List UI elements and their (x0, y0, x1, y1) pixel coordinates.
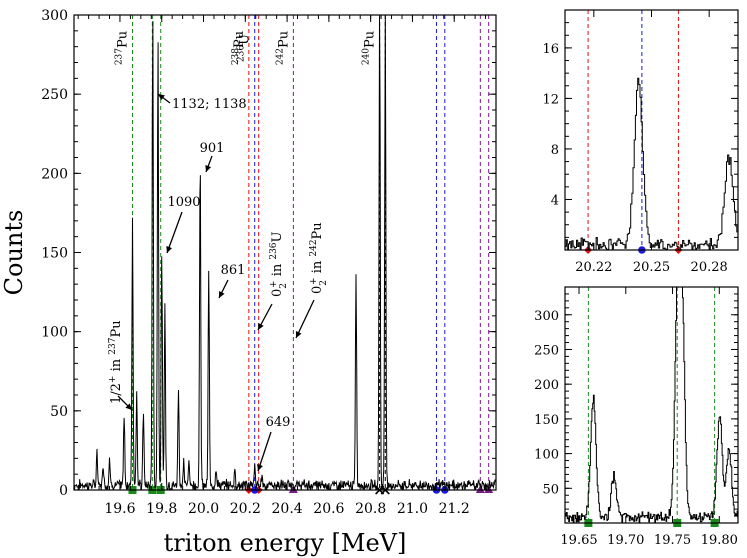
isotope-label-Pu242: 242Pu (275, 31, 291, 65)
y-tick-label: 200 (41, 166, 68, 182)
arrow-236U-head (258, 323, 264, 330)
y-tick-label: 16 (542, 42, 559, 57)
y-tick-label: 200 (534, 378, 559, 393)
annotation-1132-1138: 1132; 1138 (172, 97, 247, 112)
y-axis-label: Counts (0, 210, 28, 296)
y-tick-label: 100 (41, 325, 68, 341)
annotation-02plus-242Pu-part-4: 242 (309, 239, 319, 256)
spectrum-line (565, 287, 738, 523)
isotope-label-U236: 236U (237, 34, 253, 62)
inset-panel-bottom: 19.65 19.70 19.75 19.80 50 100 150 200 250 300 (534, 286, 739, 548)
x-tick-label: 20.4 (272, 501, 303, 517)
arrow-1090-head (166, 246, 173, 253)
arrow-half-plus-head (125, 403, 132, 410)
annotation-half-plus-237Pu-part-3: 237 (108, 337, 118, 354)
x-tick-label: 19.8 (146, 501, 177, 517)
annotation-02plus-236U: 02+ in 236U (269, 231, 289, 297)
annotation-901: 901 (200, 141, 225, 156)
arrow-1090 (166, 211, 183, 254)
isotope-mass: 236 (237, 45, 247, 62)
isotope-mass: 240 (362, 48, 372, 65)
x-tick-label: 19.80 (701, 533, 738, 548)
arrow-242Pu-head (295, 331, 302, 338)
arrow-649-head (257, 464, 263, 471)
annotation-02plus-242Pu-part-0: 0 (310, 286, 325, 294)
arrow-1132-head (158, 94, 165, 101)
isotope-mass: 237 (114, 48, 124, 65)
arrow-901-head (205, 165, 212, 172)
x-tick-label: 20.2 (230, 501, 261, 517)
annotation-02plus-242Pu: 02+ in 242Pu (309, 222, 329, 294)
y-tick-label: 150 (41, 246, 68, 262)
y-tick-label: 300 (534, 309, 559, 324)
x-tick-label: 20.0 (188, 501, 219, 517)
annotation-02plus-242Pu-part-1: 2 (319, 280, 329, 286)
x-tick-label: 20.25 (633, 260, 670, 275)
marker-Pu242-1 (475, 485, 485, 493)
y-tick-label: 250 (534, 343, 559, 358)
x-tick-label: 21.0 (397, 501, 428, 517)
x-tick-label: 20.22 (575, 260, 612, 275)
annotation-02plus-242Pu-part-3: in (310, 257, 325, 278)
x-tick-label: 19.65 (560, 533, 597, 548)
x-tick-label: 21.2 (439, 501, 470, 517)
y-tick-label: 8 (551, 143, 559, 158)
annotation-02plus-236U-part-2: + (269, 280, 279, 288)
y-tick-label: 150 (534, 413, 559, 428)
y-tick-label: 100 (534, 448, 559, 463)
y-tick-label: 250 (41, 87, 68, 103)
y-tick-label: 12 (542, 92, 559, 107)
isotope-mass: 242 (275, 48, 285, 65)
isotope-symbol: Pu (276, 31, 291, 48)
arrow-242Pu (295, 299, 315, 339)
annotation-649: 649 (266, 415, 291, 430)
x-tick-label: 20.8 (355, 501, 386, 517)
main-spectrum-panel: 19.6 19.8 20.0 20.2 20.4 20.6 20.8 21.0 21.2 0 50 1… (0, 8, 497, 557)
isotope-label-Pu238: 238Pu (231, 31, 247, 65)
y-tick-label: 300 (41, 8, 68, 24)
annotation-02plus-236U-part-5: U (270, 231, 285, 242)
x-tick-label: 20.6 (313, 501, 344, 517)
plot-frame (564, 9, 739, 251)
isotope-symbol: Pu (232, 31, 247, 48)
x-axis-label: triton energy [MeV] (164, 529, 407, 557)
isotope-mass: 238 (231, 48, 241, 65)
plot-frame (564, 286, 739, 524)
y-tick-label: 0 (59, 483, 68, 499)
spectrum-line (74, 15, 496, 490)
annotation-half-plus-237Pu-part-0: 1/2 (109, 383, 124, 404)
isotope-label-Pu240: 240Pu (362, 31, 378, 65)
annotation-02plus-236U-part-1: 2 (279, 283, 289, 289)
annotation-02plus-242Pu-part-2: + (309, 277, 319, 285)
isotope-symbol: U (238, 34, 253, 45)
arrow-649 (257, 431, 272, 472)
annotation-02plus-236U-part-4: 236 (269, 242, 279, 259)
annotation-1090: 1090 (167, 195, 200, 210)
y-tick-label: 4 (551, 193, 559, 208)
isotope-symbol: Pu (115, 31, 130, 48)
annotation-02plus-242Pu-part-5: Pu (310, 222, 325, 239)
y-tick-label: 50 (50, 404, 68, 420)
x-tick-label: 19.70 (607, 533, 644, 548)
annotation-half-plus-237Pu-part-1: + (108, 376, 118, 384)
annotation-861: 861 (221, 263, 246, 278)
isotope-symbol: Pu (363, 31, 378, 48)
y-tick-label: 50 (542, 482, 559, 497)
annotation-half-plus-237Pu-part-4: Pu (109, 320, 124, 337)
inset-panel-top: 20.22 20.25 20.28 4 8 12 16 (542, 9, 739, 275)
arrow-861-head (219, 291, 225, 298)
x-tick-label: 19.75 (654, 533, 691, 548)
isotope-label-Pu237: 237Pu (114, 31, 130, 65)
x-tick-label: 20.28 (691, 260, 728, 275)
spectrum-line (565, 77, 738, 250)
annotation-02plus-236U-part-0: 0 (270, 289, 285, 297)
annotation-half-plus-237Pu: 1/2+ in 237Pu (108, 320, 124, 404)
annotation-half-plus-237Pu-part-2: in (109, 355, 124, 376)
x-tick-label: 19.6 (104, 501, 135, 517)
annotation-02plus-236U-part-3: in (270, 260, 285, 281)
